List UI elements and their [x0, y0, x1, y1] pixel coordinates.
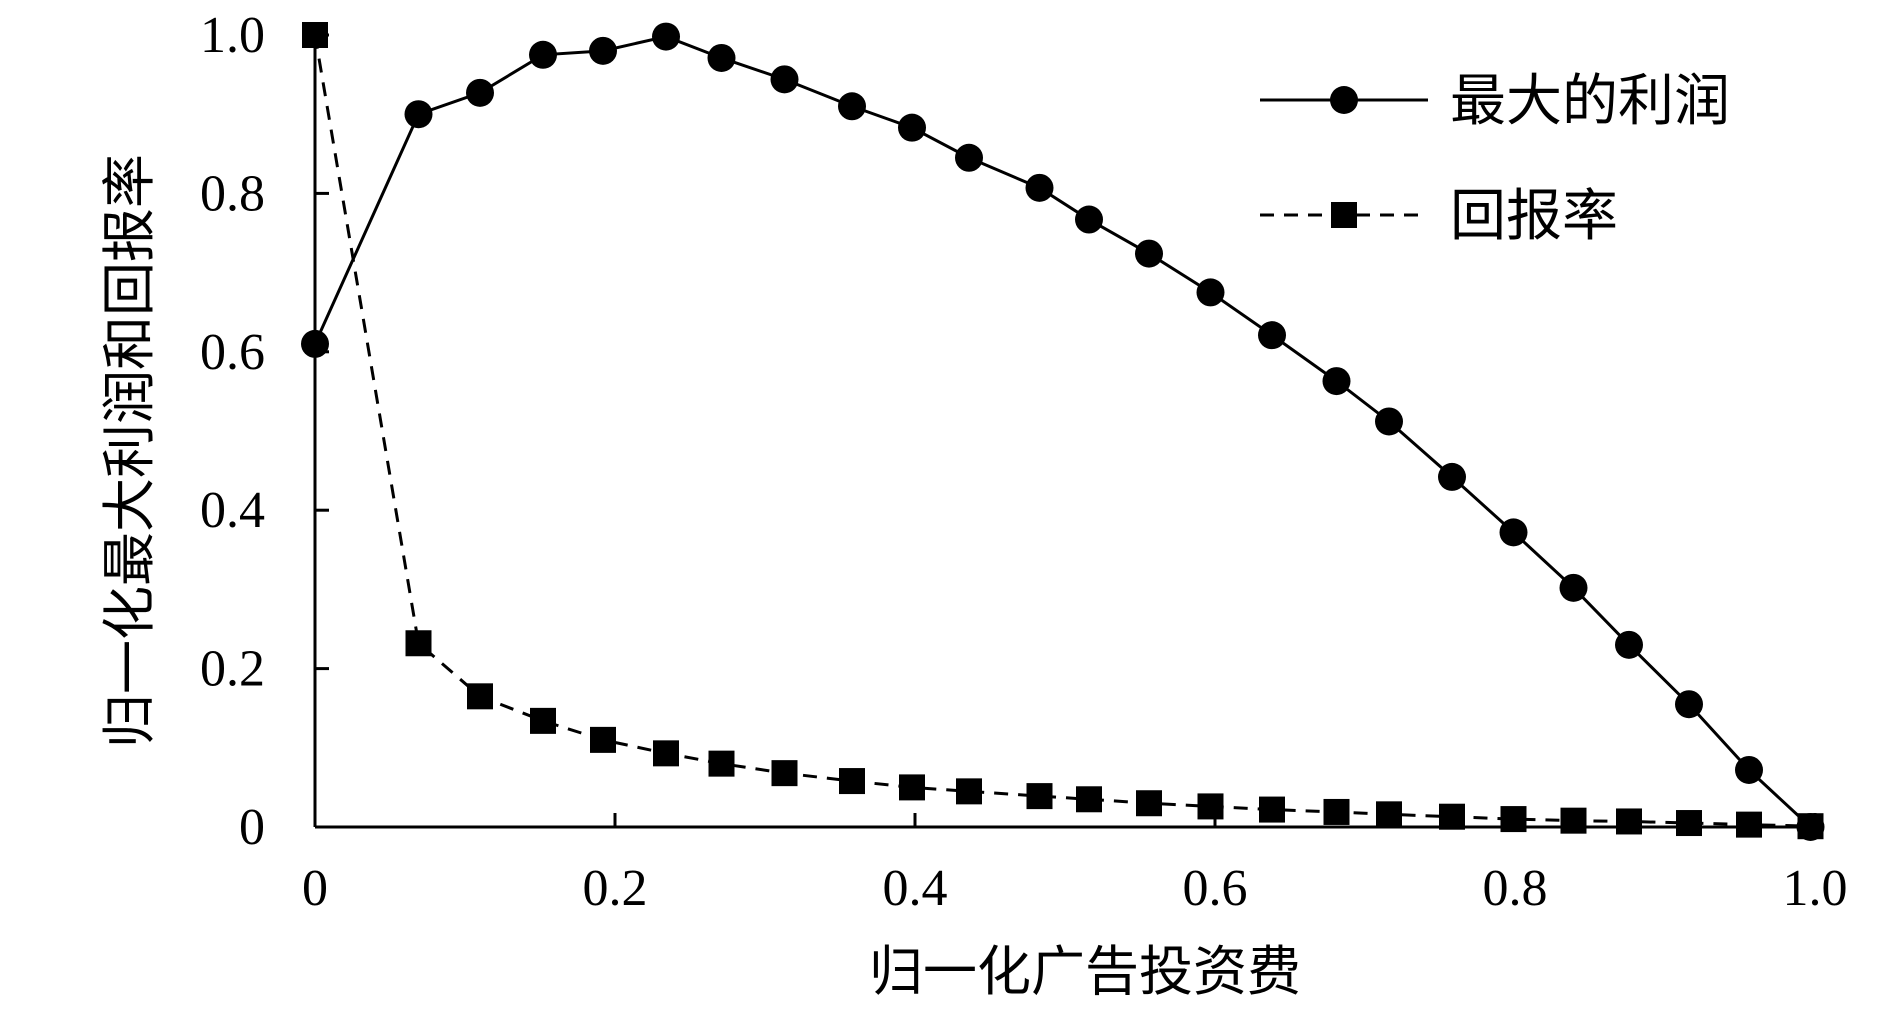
data-point [1375, 407, 1403, 436]
data-point [1676, 810, 1702, 837]
legend-marker [1331, 202, 1357, 228]
data-point [708, 750, 735, 777]
series-2 [302, 22, 1824, 840]
y-tick-label: 0.2 [200, 641, 265, 698]
y-tick-label: 0.8 [200, 165, 265, 222]
data-point [1559, 573, 1588, 602]
y-tick-label: 0.6 [200, 324, 265, 381]
data-point [770, 65, 799, 94]
y-tick-label: 1.0 [200, 7, 265, 64]
data-point [898, 113, 926, 142]
data-point [1322, 367, 1351, 396]
data-point [1197, 793, 1224, 820]
data-point [1797, 813, 1824, 840]
data-point [1736, 811, 1762, 838]
data-point [1439, 803, 1465, 830]
data-point [589, 36, 617, 65]
x-tick-label: 0.2 [583, 860, 648, 917]
x-tick-label: 1.0 [1783, 860, 1848, 917]
data-point [956, 778, 982, 805]
data-point [301, 329, 329, 358]
data-point [1675, 690, 1703, 719]
data-point [1615, 630, 1643, 659]
data-point [1560, 807, 1587, 834]
data-point [590, 726, 616, 753]
data-point [839, 768, 865, 795]
data-point [1135, 239, 1163, 268]
y-axis-title: 归一化最大利润和回报率 [100, 154, 160, 748]
y-tick-label: 0.4 [200, 482, 265, 539]
data-point [1499, 518, 1528, 547]
data-point [771, 760, 798, 787]
legend-marker [1330, 86, 1358, 114]
axes: 0 0.2 0.4 0.6 0.8 1.0 0 0.2 0.4 0.6 0.8 1.0 [200, 7, 1848, 917]
data-point [302, 22, 328, 48]
legend-label: 最大的利润 [1450, 71, 1730, 133]
data-point [1025, 173, 1054, 202]
data-point [1735, 755, 1763, 784]
data-point [899, 774, 925, 801]
data-point [1323, 798, 1350, 825]
data-point [1500, 806, 1527, 833]
data-point [1136, 790, 1162, 817]
data-point [1075, 205, 1103, 234]
series-layer [301, 22, 1825, 841]
data-point [466, 78, 494, 107]
data-point [955, 143, 983, 172]
series-1 [301, 22, 1825, 841]
data-point [652, 22, 680, 51]
data-point [1258, 321, 1286, 350]
data-point [1616, 808, 1642, 835]
data-point [1026, 783, 1053, 810]
data-point [405, 630, 432, 657]
data-point [838, 92, 866, 121]
data-point [653, 740, 679, 767]
x-tick-label: 0 [302, 860, 328, 917]
data-point [1196, 278, 1225, 307]
data-point [467, 683, 493, 710]
x-tick-label: 0.4 [883, 860, 948, 917]
x-axis-title: 归一化广告投资费 [869, 942, 1301, 1002]
data-point [1438, 462, 1466, 491]
data-point [1259, 796, 1285, 823]
x-tick-label: 0.8 [1483, 860, 1548, 917]
y-tick-label: 0 [239, 799, 265, 856]
data-point [404, 100, 433, 129]
data-point [707, 43, 736, 72]
data-point [529, 40, 557, 69]
series-line [313, 34, 1811, 828]
legend-label: 回报率 [1450, 186, 1618, 248]
data-point [1376, 801, 1402, 828]
data-point [530, 707, 556, 734]
x-tick-label: 0.6 [1183, 860, 1248, 917]
data-point [1076, 786, 1102, 813]
